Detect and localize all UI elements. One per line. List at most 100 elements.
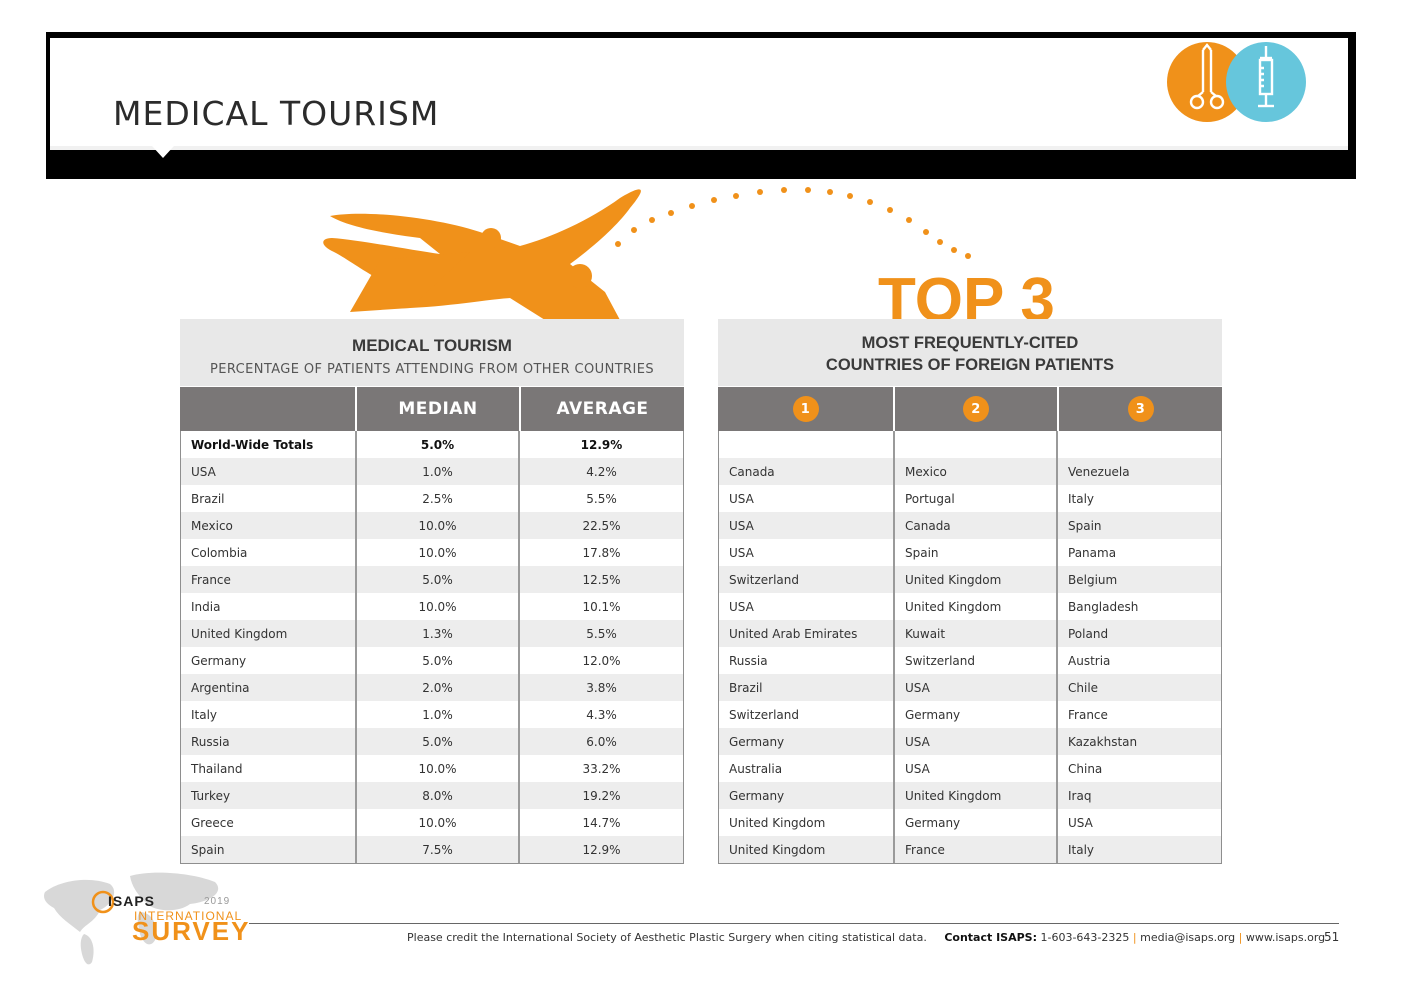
median-cell: 10.0% bbox=[357, 593, 520, 620]
rank-3-country-cell: Chile bbox=[1068, 680, 1099, 695]
rank-1-country-cell: United Kingdom bbox=[719, 809, 895, 836]
table-row: Greece 10.0% 14.7% bbox=[181, 809, 683, 836]
rank-1-country-cell: Germany bbox=[719, 782, 895, 809]
credit-text: Please credit the International Society … bbox=[407, 931, 927, 944]
column-header-average: AVERAGE bbox=[556, 399, 649, 419]
rank-2-country-cell: Germany bbox=[895, 701, 1058, 728]
table-row-blank bbox=[719, 431, 1221, 458]
rank-1-country-cell: Germany bbox=[719, 728, 895, 755]
rank-badge: 3 bbox=[1127, 396, 1154, 422]
separator: | bbox=[1238, 931, 1243, 944]
table-row: Canada Mexico Venezuela bbox=[719, 458, 1221, 485]
country-cell: Turkey bbox=[181, 782, 357, 809]
syringe-icon bbox=[1226, 42, 1306, 122]
footer-credit-line: Please credit the International Society … bbox=[407, 931, 1325, 944]
separator: | bbox=[1132, 931, 1137, 944]
contact-phone: 1-603-643-2325 bbox=[1040, 931, 1130, 944]
average-cell: 4.2% bbox=[586, 464, 617, 479]
average-cell: 14.7% bbox=[582, 815, 621, 830]
rank-2-country-cell: Switzerland bbox=[895, 647, 1058, 674]
table-row: USA 1.0% 4.2% bbox=[181, 458, 683, 485]
country-cell: France bbox=[181, 566, 357, 593]
average-cell: 12.9% bbox=[582, 842, 621, 857]
rank-3-country-cell: Kazakhstan bbox=[1068, 734, 1138, 749]
country-cell: Italy bbox=[181, 701, 357, 728]
country-cell: Greece bbox=[181, 809, 357, 836]
rank-1-country-cell: USA bbox=[719, 512, 895, 539]
page-title: MEDICAL TOURISM bbox=[113, 94, 440, 133]
table-row: Mexico 10.0% 22.5% bbox=[181, 512, 683, 539]
empty-cell bbox=[895, 431, 1058, 458]
contact-website[interactable]: www.isaps.org bbox=[1245, 931, 1326, 944]
rank-2-country-cell: USA bbox=[895, 674, 1058, 701]
rank-3-country-cell: Belgium bbox=[1068, 572, 1118, 587]
country-cell: Colombia bbox=[181, 539, 357, 566]
rank-3-country-cell: Italy bbox=[1068, 842, 1095, 857]
average-cell: 12.9% bbox=[580, 437, 623, 452]
contact-email[interactable]: media@isaps.org bbox=[1140, 931, 1236, 944]
rank-3-country-cell: Italy bbox=[1068, 491, 1095, 506]
table-header: MOST FREQUENTLY-CITED COUNTRIES OF FOREI… bbox=[718, 319, 1222, 386]
table-row: Switzerland Germany France bbox=[719, 701, 1221, 728]
average-cell: 12.5% bbox=[582, 572, 621, 587]
rank-2-country-cell: USA bbox=[895, 755, 1058, 782]
column-header-rank-1: 1 bbox=[718, 387, 895, 431]
median-cell: 5.0% bbox=[357, 431, 520, 458]
empty-cell bbox=[1058, 431, 1221, 458]
median-cell: 1.0% bbox=[357, 701, 520, 728]
median-cell: 10.0% bbox=[357, 539, 520, 566]
column-header-bar: MEDIAN AVERAGE bbox=[180, 387, 684, 431]
logo-survey: SURVEY bbox=[132, 916, 251, 946]
contact-label: Contact ISAPS: bbox=[944, 931, 1037, 944]
median-cell: 2.5% bbox=[357, 485, 520, 512]
table-title: MOST FREQUENTLY-CITED COUNTRIES OF FOREI… bbox=[718, 319, 1222, 376]
rank-2-country-cell: Portugal bbox=[895, 485, 1058, 512]
column-header-bar: 1 2 3 bbox=[718, 387, 1222, 431]
median-cell: 7.5% bbox=[357, 836, 520, 863]
column-header-median: MEDIAN bbox=[357, 387, 521, 431]
rank-badge: 2 bbox=[963, 396, 989, 422]
rank-2-country-cell: United Kingdom bbox=[895, 593, 1058, 620]
rank-3-country-cell: France bbox=[1068, 707, 1108, 722]
table-row: United Kingdom 1.3% 5.5% bbox=[181, 620, 683, 647]
median-cell: 1.3% bbox=[357, 620, 520, 647]
country-cell: India bbox=[181, 593, 357, 620]
table-row: United Kingdom Germany USA bbox=[719, 809, 1221, 836]
country-cell: Mexico bbox=[181, 512, 357, 539]
country-cell: United Kingdom bbox=[181, 620, 357, 647]
header-panel bbox=[50, 38, 1348, 150]
country-cell: Russia bbox=[181, 728, 357, 755]
table-subtitle: PERCENTAGE OF PATIENTS ATTENDING FROM OT… bbox=[210, 362, 654, 377]
country-cell: Argentina bbox=[181, 674, 357, 701]
rank-2-country-cell: France bbox=[895, 836, 1058, 863]
rank-1-country-cell: USA bbox=[719, 485, 895, 512]
table-row: Germany USA Kazakhstan bbox=[719, 728, 1221, 755]
average-cell: 3.8% bbox=[586, 680, 617, 695]
country-cell: USA bbox=[181, 458, 357, 485]
rank-1-country-cell: Brazil bbox=[719, 674, 895, 701]
country-cell: Germany bbox=[181, 647, 357, 674]
country-cell: Thailand bbox=[181, 755, 357, 782]
column-header-rank-3: 3 bbox=[1059, 387, 1222, 431]
rank-2-country-cell: Kuwait bbox=[895, 620, 1058, 647]
logo-year: 2019 bbox=[204, 896, 231, 907]
median-cell: 10.0% bbox=[357, 512, 520, 539]
rank-2-country-cell: Germany bbox=[895, 809, 1058, 836]
table-row: USA United Kingdom Bangladesh bbox=[719, 593, 1221, 620]
table-row-total: World-Wide Totals 5.0% 12.9% bbox=[181, 431, 683, 458]
average-cell: 5.5% bbox=[586, 491, 617, 506]
rank-1-country-cell: United Kingdom bbox=[719, 836, 895, 863]
header-notch bbox=[152, 146, 174, 158]
median-cell: 5.0% bbox=[357, 566, 520, 593]
table-body: World-Wide Totals 5.0% 12.9% USA 1.0% 4.2%… bbox=[180, 431, 684, 864]
table-row: United Kingdom France Italy bbox=[719, 836, 1221, 863]
rank-3-country-cell: Spain bbox=[1068, 518, 1102, 533]
rank-badge: 1 bbox=[792, 396, 819, 422]
table-row: Russia Switzerland Austria bbox=[719, 647, 1221, 674]
table-row: United Arab Emirates Kuwait Poland bbox=[719, 620, 1221, 647]
table-row: Brazil USA Chile bbox=[719, 674, 1221, 701]
table-row: Argentina 2.0% 3.8% bbox=[181, 674, 683, 701]
rank-1-country-cell: USA bbox=[719, 539, 895, 566]
average-cell: 22.5% bbox=[582, 518, 621, 533]
median-cell: 5.0% bbox=[357, 728, 520, 755]
